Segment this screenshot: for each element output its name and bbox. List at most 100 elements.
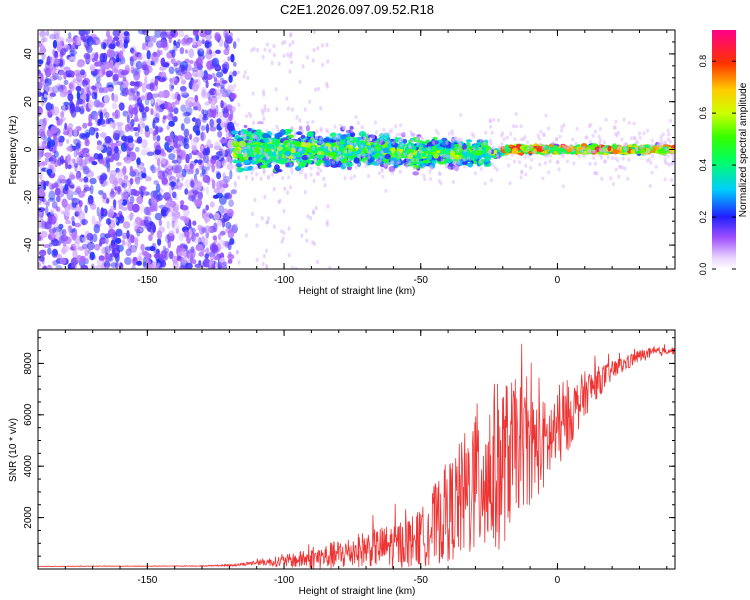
noise-point [127,214,133,219]
halo-point [654,164,658,169]
noise-point [255,172,259,177]
noise-point [148,211,152,217]
halo-point [297,148,301,153]
halo-point [457,160,461,165]
noise-point [92,233,98,243]
signal-point [493,149,498,154]
noise-point [52,260,59,266]
noise-point [251,211,254,217]
noise-point [212,235,217,241]
noise-point [117,169,125,177]
noise-point [166,200,171,206]
halo-point [428,169,432,174]
signal-point [279,160,287,164]
noise-point [66,178,71,187]
signal-point [350,132,356,138]
noise-point [141,139,148,149]
noise-point [289,32,293,37]
halo-point [436,131,440,136]
halo-point [463,164,467,169]
signal-point [278,152,283,159]
noise-point [95,265,103,269]
signal-point [352,148,356,153]
noise-point [38,187,45,197]
noise-point [100,101,105,108]
halo-point [529,165,533,170]
noise-point [127,187,132,195]
signal-point [511,147,519,155]
noise-point [192,144,198,152]
noise-point [312,30,316,35]
noise-point [260,108,264,113]
noise-point [38,210,45,218]
halo-point [451,179,455,184]
noise-point [206,108,214,118]
halo-point [670,178,674,183]
halo-point [357,162,361,167]
noise-point [198,251,205,257]
noise-point [227,37,232,45]
noise-point [295,115,299,120]
noise-point [282,53,286,58]
noise-point [287,252,291,258]
noise-point [311,58,315,63]
noise-point [53,150,59,158]
noise-point [219,230,226,236]
halo-point [298,170,303,175]
noise-point [105,266,109,269]
halo-point [650,170,654,175]
noise-point [118,39,123,49]
noise-point [179,247,186,253]
halo-point [291,144,295,148]
noise-point [230,189,237,195]
noise-point [274,87,278,92]
noise-point [121,206,128,211]
noise-point [288,42,292,48]
noise-point [293,133,297,138]
noise-point [204,30,212,35]
noise-point [152,224,156,233]
y-tick-label: 6000 [23,403,34,426]
signal-point [232,159,238,164]
noise-point [250,48,254,53]
halo-point [336,134,340,139]
halo-point [381,174,385,179]
noise-point [173,40,177,46]
noise-point [80,264,89,269]
noise-point [135,146,140,153]
halo-point [367,155,371,160]
halo-point [575,127,579,131]
noise-point [171,77,177,82]
noise-point [282,230,286,235]
noise-point [144,176,152,182]
noise-point [283,39,287,45]
noise-point [192,70,199,78]
noise-point [72,158,76,164]
noise-point [38,207,46,212]
noise-point [49,139,56,147]
noise-point [49,92,57,98]
noise-point [53,52,59,59]
noise-point [76,79,83,87]
halo-point [437,171,442,176]
noise-point [198,182,202,191]
halo-point [463,148,467,153]
noise-point [181,168,187,178]
signal-point [446,159,452,164]
noise-point [205,166,210,171]
noise-point [129,195,135,204]
noise-point [219,86,226,95]
noise-point [63,66,71,71]
noise-point [63,242,67,247]
halo-point [642,131,646,136]
noise-point [242,74,246,79]
halo-point [611,182,616,186]
signal-point [265,148,270,153]
noise-point [98,190,104,195]
noise-point [98,118,106,125]
signal-point [402,138,408,144]
halo-point [479,166,483,171]
noise-point [122,232,128,240]
halo-point [647,157,651,162]
noise-point [95,132,99,139]
